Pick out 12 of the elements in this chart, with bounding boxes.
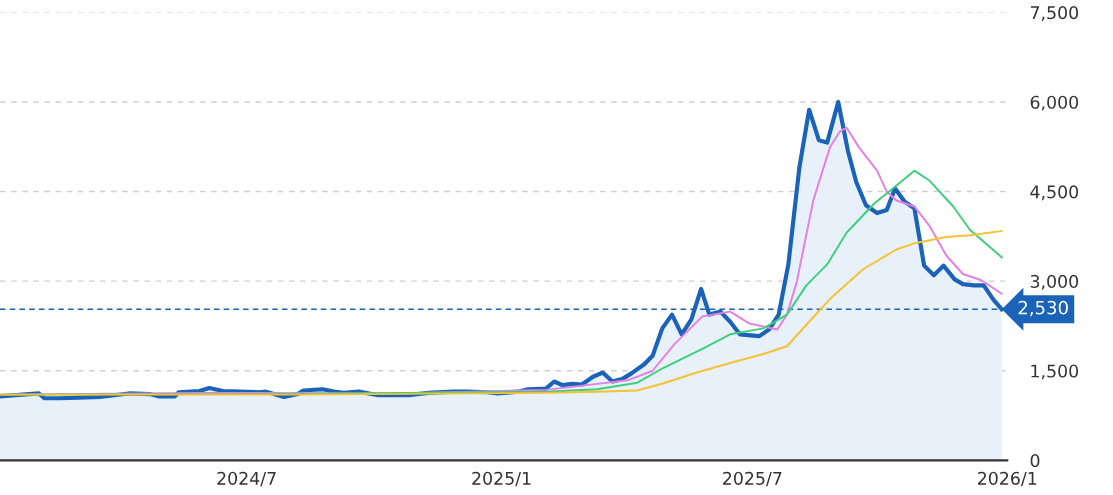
x-tick-label: 2025/7 [723,471,782,487]
y-tick-label: 3,000 [1030,274,1079,290]
y-tick-label: 6,000 [1030,95,1079,111]
x-tick-label: 2024/7 [217,471,276,487]
x-tick-label: 2026/1 [978,471,1037,487]
line-series [0,230,1003,396]
y-tick-label: 1,500 [1031,364,1079,380]
ref-line-label: 2,530 [1018,300,1068,317]
y-tick-label: 4,500 [1030,185,1079,201]
x-tick-label: 2025/1 [472,471,531,487]
y-tick-label: 7,500 [1030,6,1079,21]
y-tick-label: 0 [1030,454,1040,468]
